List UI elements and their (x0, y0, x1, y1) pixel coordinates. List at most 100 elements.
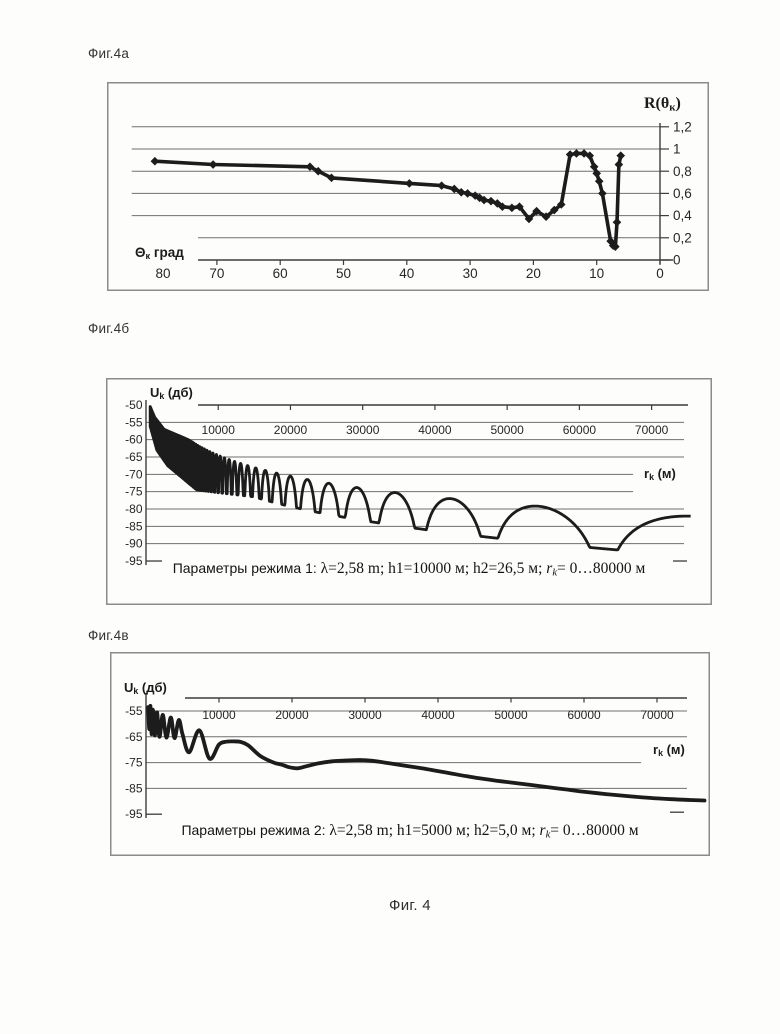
x-tick-label: 70000 (640, 708, 674, 722)
label-segment: к (669, 101, 676, 114)
label-segment: (дб) (138, 680, 167, 695)
x-tick-label: 10000 (202, 708, 236, 722)
y-tick-label: -75 (125, 756, 143, 770)
diamond-marker (327, 173, 336, 183)
label-segment: k (545, 829, 551, 841)
diamond-marker (589, 162, 599, 172)
label-segment: λ=2,58 m; h1=10000 м; h2=26,5 м; (320, 560, 547, 577)
chart-4v: -55 -65 -75 -85 -95 10000 20000 30000 40000 50000… (110, 652, 710, 856)
x-tick-label: 70000 (635, 423, 669, 437)
x-tick-label: 40000 (418, 423, 452, 437)
label-segment: k (649, 472, 654, 483)
fig4v-plot: -55 -65 -75 -85 -95 10000 20000 30000 40000 50000… (110, 652, 710, 856)
x-tick-label: 50000 (490, 423, 524, 437)
x-tick-label: 80 (155, 266, 170, 281)
chart-border (106, 378, 712, 605)
label-segment: k (133, 686, 139, 697)
diamond-marker (549, 205, 559, 215)
figure-label-4b: Фиг.4б (88, 321, 130, 336)
diamond-marker (498, 202, 507, 212)
y-tick-label: -60 (125, 433, 143, 447)
diamond-marker (479, 195, 489, 205)
x-tick-label: 40 (399, 266, 414, 281)
label-segment: U (150, 385, 160, 400)
label-segment: Параметры режима 1: (172, 560, 321, 576)
diamond-marker (572, 149, 581, 158)
chart-4v-caption: Параметры режима 2: λ=2,58 m; h1=5000 м;… (110, 822, 710, 840)
diamond-marker (614, 160, 624, 169)
chart-4b-x-axis-label: rk (м) (644, 466, 676, 482)
diamond-marker (616, 151, 626, 160)
series-line (148, 404, 692, 552)
label-segment: U (124, 680, 134, 695)
diamond-marker (524, 214, 534, 224)
y-tick-label: -85 (125, 519, 143, 533)
label-segment: r (653, 742, 659, 757)
y-tick-label: -80 (125, 502, 143, 516)
label-segment: град (150, 245, 184, 260)
chart-4b: -50 -55 -60 -65 -70 -75 -80 -85 -90 -95 10000 20000… (106, 378, 712, 605)
x-tick-label: 40000 (421, 708, 455, 722)
label-segment: k (159, 391, 165, 402)
fig4b-plot: -50 -55 -60 -65 -70 -75 -80 -85 -90 -95 10000 20000… (106, 378, 712, 605)
label-segment: (м) (662, 742, 685, 757)
y-tick-label: 0,2 (673, 230, 692, 245)
x-tick-label: 30000 (348, 708, 382, 722)
diamond-marker (208, 160, 218, 169)
y-tick-label: -90 (125, 537, 143, 551)
y-tick-label: 0 (673, 253, 681, 268)
y-tick-label: -85 (125, 781, 143, 795)
chart-border (110, 652, 710, 856)
x-tick-label: 30 (463, 266, 478, 281)
label-segment: ) (675, 95, 681, 112)
label-segment: (м) (653, 466, 676, 481)
label-segment: r (546, 560, 553, 577)
chart-4v-x-axis-label: rk (м) (653, 742, 685, 758)
figure-label-4v: Фиг.4в (88, 628, 129, 643)
chart-4v-y-axis-label: Uk (дб) (124, 680, 167, 696)
y-tick-label: -55 (125, 704, 143, 718)
label-segment: k (552, 567, 557, 579)
x-tick-label: 30000 (346, 423, 380, 437)
diamond-marker (475, 193, 484, 203)
x-tick-label: 10 (589, 266, 604, 281)
x-tick-label: 60000 (563, 423, 597, 437)
y-tick-label: 0,4 (673, 208, 692, 223)
diamond-marker (150, 156, 160, 166)
label-segment: k (658, 748, 663, 759)
label-segment: = 0…80000 м (557, 560, 646, 577)
label-segment: (дб) (164, 385, 193, 400)
diamond-marker (541, 212, 551, 222)
label-segment: λ=2,58 m; h1=5000 м; h2=5,0 м; (329, 822, 540, 839)
y-tick-label: -95 (125, 807, 143, 821)
chart-4a: 80 70 60 50 40 30 20 10 0 1,2 1 0,8 0,6 0,4 0,2 0 R(θк)… (107, 82, 709, 291)
diamond-marker (532, 206, 541, 216)
label-segment: R(θ (644, 95, 670, 112)
y-tick-label: -70 (125, 467, 143, 481)
diamond-marker (463, 189, 472, 198)
diamond-marker (556, 200, 566, 209)
y-tick-label: 0,8 (673, 164, 692, 179)
figure-label-4a: Фиг.4а (88, 46, 130, 61)
diamond-marker (598, 189, 607, 198)
y-tick-label: -50 (125, 398, 143, 412)
diamond-marker (585, 151, 595, 160)
y-tick-label: -65 (125, 730, 143, 744)
y-tick-label: -75 (125, 485, 143, 499)
diamond-marker (611, 242, 620, 251)
chart-4b-y-axis-label: Uk (дб) (150, 385, 193, 401)
diamond-marker (305, 162, 315, 172)
x-tick-label: 20 (526, 266, 541, 281)
y-tick-label: -95 (125, 554, 143, 568)
diamond-marker (612, 217, 622, 227)
chart-4a-title: R(θк) (644, 95, 681, 114)
x-tick-label: 0 (656, 266, 664, 281)
page-figure-caption: Фиг. 4 (389, 897, 431, 914)
y-tick-label: 0,6 (673, 186, 692, 201)
x-tick-label: 10000 (202, 423, 236, 437)
fig4a-plot: 80 70 60 50 40 30 20 10 0 1,2 1 0,8 0,6 0,4 0,2 0 (107, 82, 709, 291)
y-tick-label: 1,2 (673, 119, 692, 134)
x-tick-label: 70 (209, 266, 224, 281)
label-segment: Параметры режима 2: (181, 822, 330, 838)
